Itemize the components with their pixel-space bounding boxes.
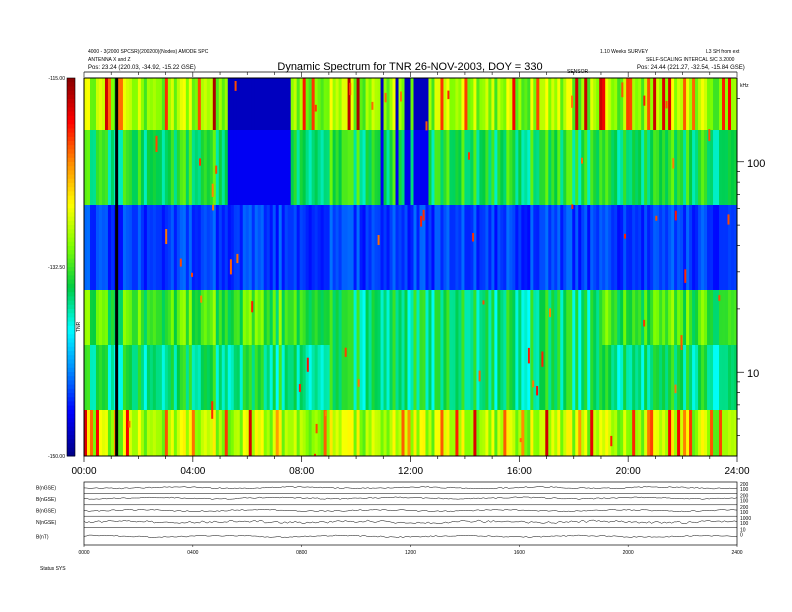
frequency-tick-label: 10: [747, 368, 759, 380]
status-footer: Status SYS: [40, 566, 66, 572]
panel-label: B(nGSE): [36, 497, 56, 503]
time-tick-label: 00:00: [71, 466, 96, 477]
header-top-far-right: L3 SH from ext: [706, 49, 740, 55]
panel-scale-label: 100: [740, 487, 749, 493]
time-tick-label: 12:00: [398, 466, 423, 477]
panel-label: B(nGSE): [36, 509, 56, 515]
panel-label: N(nGSE): [36, 520, 57, 526]
panel-trace: [83, 496, 738, 500]
header-top-left-line1: 4000 - 3(2000 SPCSR)(200200)(Nodes) AMOD…: [88, 49, 209, 55]
panel-label: B(nT): [36, 534, 49, 540]
colorbar-label: TNR: [76, 321, 82, 332]
time-tick-label: 16:00: [507, 466, 532, 477]
header-top-left-line2: ANTENNA X and Z: [88, 57, 131, 63]
chart-title: Dynamic Spectrum for TNR 26-NOV-2003, DO…: [277, 61, 542, 73]
panel-time-label: 0400: [187, 550, 198, 556]
colorbar: [66, 77, 76, 457]
time-tick-label: 08:00: [289, 466, 314, 477]
panel-label: B(nGSE): [36, 486, 56, 492]
panel-scale-label: 0: [740, 533, 743, 539]
top-axis-ticks: [83, 71, 738, 77]
frequency-tick-label: 100: [747, 158, 765, 170]
panel-scale-label: 200: [740, 493, 749, 499]
frequency-unit-label: kHz: [740, 83, 749, 89]
colorbar-tick-label: -132.50: [48, 265, 65, 271]
time-tick-label: 20:00: [616, 466, 641, 477]
panel-time-label: 0800: [296, 550, 307, 556]
header-top-right-line1: 1.10 Weeks SURVEY: [600, 49, 649, 55]
header-position-left: Pos: 23.24 (220.03, -34.92, -15.22 GSE): [88, 65, 196, 71]
panel-time-label: 0000: [78, 550, 89, 556]
panel-trace: [83, 534, 738, 538]
colorbar-tick-label: -115.00: [48, 76, 65, 82]
panel-scale-label: 100: [740, 510, 749, 516]
colorbar-ticks: -115.00 -132.50 -150.00: [48, 76, 65, 460]
header-top-right-line2: SELF-SCALING INTERCAL S/C 3.2000: [646, 57, 735, 63]
time-tick-label: 24:00: [724, 466, 749, 477]
panel-scale-label: 100: [740, 498, 749, 504]
parameter-panels: B(nGSE)200100B(nGSE)200100B(nGSE)200100N…: [36, 481, 751, 556]
time-axis: 00:00 04:00 08:00 12:00 16:00 20:00 24:00: [71, 456, 750, 477]
frequency-axis: 100 10: [737, 98, 765, 436]
panel-time-label: 2000: [623, 550, 634, 556]
header-position-right: Pos: 24.44 (221.27, -32.54, -15.84 GSE): [637, 65, 745, 71]
panel-scale-label: 100: [740, 521, 749, 527]
panel-time-label: 2400: [731, 550, 742, 556]
panel-scale-label: 10: [740, 528, 746, 534]
panel-trace: [83, 519, 738, 524]
panel-trace: [83, 486, 738, 490]
spectrogram-heatmap: [84, 78, 737, 456]
panel-scale-label: 200: [740, 482, 749, 488]
panel-time-label: 1200: [405, 550, 416, 556]
time-tick-label: 04:00: [180, 466, 205, 477]
panel-time-label: 1600: [514, 550, 525, 556]
panel-scale-label: 1000: [740, 516, 751, 522]
panel-trace: [83, 508, 738, 513]
colorbar-tick-label: -150.00: [48, 454, 65, 460]
panel-scale-label: 200: [740, 505, 749, 511]
